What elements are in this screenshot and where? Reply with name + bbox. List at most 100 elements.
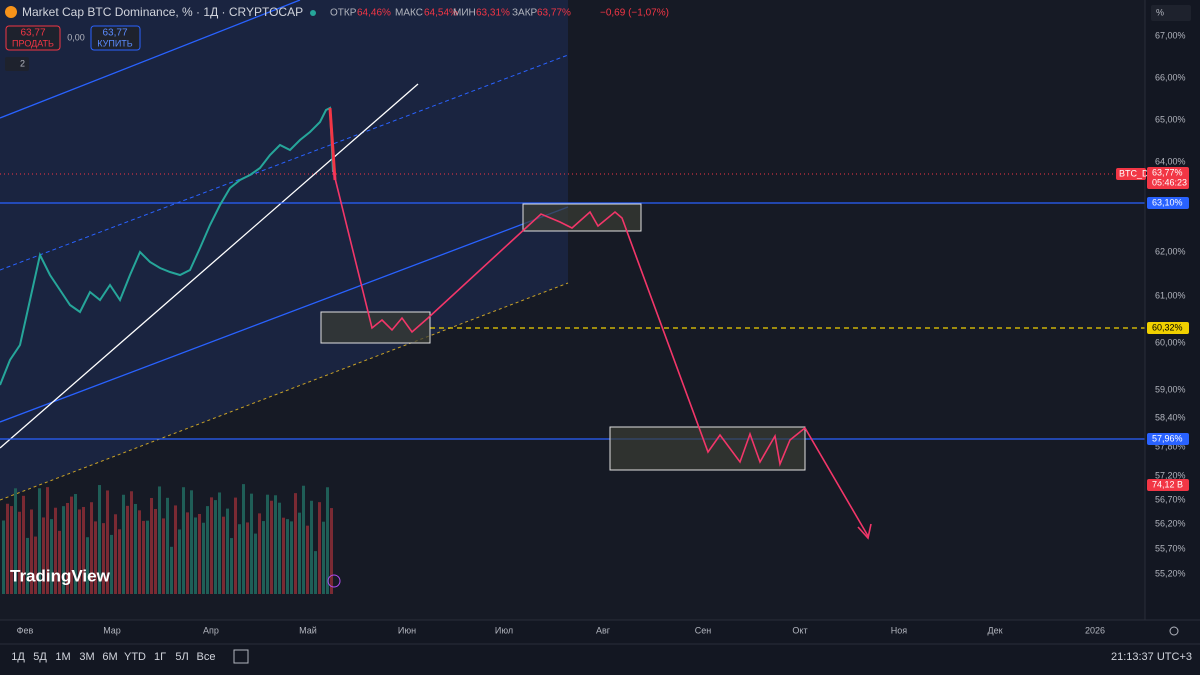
range-button[interactable]: 3М [79, 651, 94, 663]
volume-bar [62, 506, 65, 594]
price-label: 59,00% [1155, 384, 1186, 394]
price-tag [1147, 167, 1189, 189]
price-path [0, 106, 334, 386]
volume-bar [138, 510, 141, 594]
clock: 21:13:37 UTC+3 [1111, 651, 1192, 663]
symbol-title: Market Cap BTC Dominance, % · 1Д · CRYPT… [22, 5, 303, 19]
time-label: Мар [103, 625, 121, 635]
volume-bar [90, 502, 93, 594]
volume-bar [170, 546, 173, 594]
volume-bar [238, 524, 241, 594]
time-label: Июл [495, 625, 513, 635]
volume-bar [42, 517, 45, 594]
range-button[interactable]: Все [197, 651, 216, 663]
volume-bar [314, 551, 317, 594]
time-label: Июн [398, 625, 416, 635]
volume-bar [322, 521, 325, 594]
time-label: Ноя [891, 625, 908, 635]
range-button[interactable]: 1М [55, 651, 70, 663]
trend-line [0, 83, 419, 449]
price-label: 56,70% [1155, 494, 1186, 504]
price-label: 56,20% [1155, 518, 1186, 528]
volume-bar [130, 491, 133, 594]
coin-icon [5, 6, 17, 18]
price-tag-text: 60,32% [1152, 322, 1183, 332]
time-label: Дек [987, 625, 1002, 635]
volume-bar [26, 537, 29, 594]
volume-bar [278, 502, 281, 594]
volume-bar [210, 497, 213, 594]
quote-label: ЗАКР [512, 8, 538, 19]
buy-price: 63,77 [102, 28, 127, 39]
settings-icon[interactable] [1169, 626, 1179, 636]
volume-bar [310, 500, 313, 594]
date-range-icon[interactable] [233, 649, 249, 664]
volume-bar [10, 506, 13, 594]
price-tag [1147, 479, 1189, 491]
volume-bar [230, 538, 233, 594]
volume-bar [54, 507, 57, 594]
volume-bar [110, 534, 113, 594]
price-label: 61,00% [1155, 290, 1186, 300]
price-label: 57,20% [1155, 470, 1186, 480]
indicators-count: 2 [20, 58, 25, 68]
volume-bar [82, 506, 85, 594]
volume-bar [294, 493, 297, 594]
range-button[interactable]: 1Г [154, 651, 166, 663]
volume-bar [86, 537, 89, 594]
price-label: 58,40% [1155, 412, 1186, 422]
time-label: 2026 [1085, 625, 1105, 635]
price-tag [1147, 322, 1189, 334]
volume-bar [222, 516, 225, 594]
volume-bar [182, 487, 185, 594]
brand-logo: TradingView [10, 566, 111, 585]
volume-bar [34, 536, 37, 594]
price-label: 57,80% [1155, 441, 1186, 451]
volume-bar [326, 487, 329, 594]
time-label: Фев [17, 625, 34, 635]
volume-bar [330, 508, 333, 594]
time-label: Май [299, 625, 317, 635]
volume-bar [290, 521, 293, 594]
status-dot [310, 10, 316, 16]
price-label: 65,00% [1155, 114, 1186, 124]
volume-bar [186, 512, 189, 594]
price-label: 55,70% [1155, 543, 1186, 553]
volume-bar [246, 522, 249, 594]
volume-bar [302, 485, 305, 594]
volume-bar [94, 521, 97, 594]
channel-fill [0, 0, 568, 500]
time-label: Сен [695, 625, 712, 635]
volume-bar [242, 484, 245, 594]
price-label: 66,00% [1155, 72, 1186, 82]
volume-bar [250, 493, 253, 594]
volume-bar [266, 494, 269, 594]
volume-bar [194, 517, 197, 594]
range-button[interactable]: YTD [124, 651, 146, 663]
buy-button[interactable] [90, 25, 141, 51]
volume-bar [146, 520, 149, 594]
range-button[interactable]: 5Л [175, 651, 188, 663]
quote-label: МАКС [395, 8, 423, 19]
range-button[interactable]: 5Д [33, 651, 47, 663]
volume-bar [98, 485, 101, 594]
range-button[interactable]: 1Д [11, 651, 25, 663]
volume-bar [6, 503, 9, 594]
unit-box[interactable] [1151, 5, 1191, 21]
replay-icon[interactable] [327, 574, 341, 588]
channel-mid [0, 54, 569, 271]
quote-label: ОТКР [330, 8, 357, 19]
quote-value: 64,54% [424, 8, 458, 19]
volume-bar [142, 520, 145, 594]
sell-button[interactable] [5, 25, 61, 51]
forecast-path [332, 169, 869, 537]
price-tag-text: 05:46:23 [1152, 177, 1187, 187]
volume-bar [66, 502, 69, 594]
volume-bar [70, 496, 73, 594]
volume-bar [214, 500, 217, 594]
range-button[interactable]: 6М [102, 651, 117, 663]
volume-bar [190, 490, 193, 594]
time-label: Авг [596, 625, 611, 635]
indicators-toggle[interactable] [5, 57, 29, 71]
sell-label: ПРОДАТЬ [12, 38, 54, 48]
